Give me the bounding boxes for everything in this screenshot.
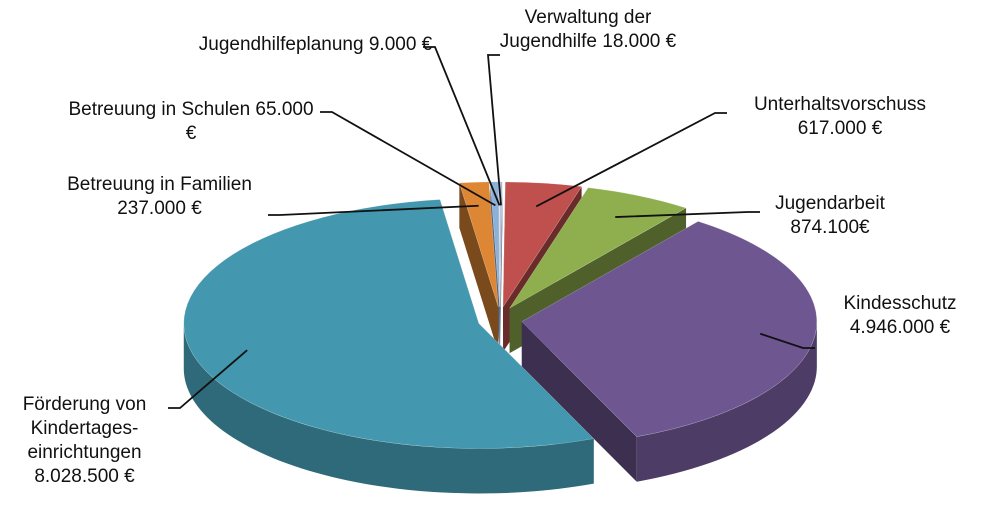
slice-side [500,181,503,352]
leader-line [535,112,727,208]
value-label: 65.000 € [185,99,314,144]
slice-side [459,182,499,352]
value-label: 8.028.500 € [34,466,135,487]
slice-label: Jugendarbeit 874.100€ [750,192,910,240]
pie-slice [509,187,687,309]
leader-line [487,54,502,206]
slice-side [521,321,637,482]
category-name: Jugendarbeit [775,193,885,214]
value-label: 18.000 € [602,31,677,52]
leader-line [320,111,496,207]
leader-line [168,349,248,409]
category-name: Betreuung in Familien [67,174,252,195]
pie-slice [502,181,583,308]
slice-label: Förderung von Kindertages-einrichtungen … [2,393,167,489]
slice-wall [636,321,817,482]
pie-slice [459,181,499,307]
leader-line [268,204,479,216]
slice-label: Verwaltung der Jugendhilfe 18.000 € [478,6,698,54]
leader-line [423,46,501,206]
slice-wall [183,323,594,494]
slice-label: Betreuung in Schulen 65.000 € [62,98,320,146]
slice-side [498,181,500,352]
category-name: Verwaltung der Jugendhilfe [499,7,652,52]
value-label: 237.000 € [117,198,202,219]
slice-label: Jugendhilfeplanung 9.000 € [198,33,433,57]
pie-slice [521,221,818,437]
slice-label: Unterhaltsvorschuss 617.000 € [720,93,960,141]
category-name: Kindesschutz [843,293,957,314]
slice-label: Kindesschutz 4.946.000 € [815,292,985,340]
category-name: Betreuung in Schulen [68,99,251,120]
category-name: Förderung von Kindertages-einrichtungen [22,394,147,463]
leader-line [759,332,815,349]
pie-slice [499,181,503,307]
slice-label: Betreuung in Familien 237.000 € [52,173,267,221]
value-label: 874.100€ [790,217,870,238]
category-name: Jugendhilfeplanung [198,34,364,55]
pie-slice [183,199,595,449]
value-label: 4.946.000 € [849,317,951,338]
leader-line [615,211,760,218]
category-name: Unterhaltsvorschuss [753,94,927,115]
value-label: 9.000 € [368,34,433,55]
value-label: 617.000 € [797,118,883,139]
